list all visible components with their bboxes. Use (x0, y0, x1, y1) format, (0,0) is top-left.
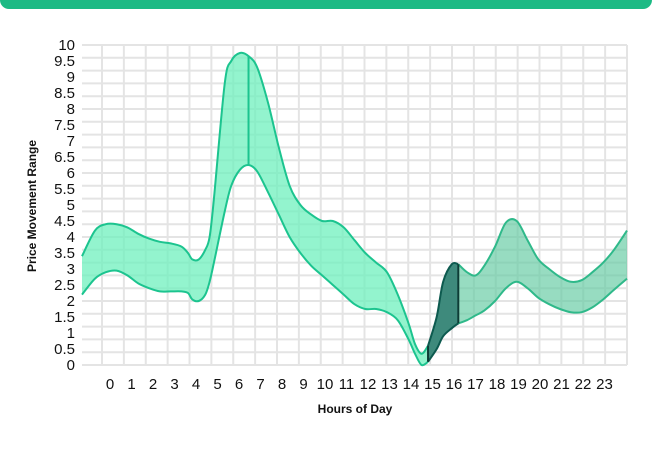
x-tick-label: 6 (235, 376, 243, 393)
range-low-line-0 (81, 163, 429, 367)
range-high-line-0 (81, 51, 429, 355)
x-tick-label: 12 (360, 376, 377, 393)
x-tick-label: 5 (213, 376, 221, 393)
y-tick-label: 3.5 (54, 245, 75, 262)
x-tick-label: 14 (403, 376, 420, 393)
range-areas (81, 51, 628, 367)
range-band-2 (458, 219, 627, 324)
x-tick-label: 1 (127, 376, 135, 393)
range-band-1 (428, 262, 459, 362)
y-tick-label: 0 (67, 357, 75, 374)
y-tick-label: 0.5 (54, 341, 75, 358)
x-tick-label: 19 (510, 376, 527, 393)
x-tick-label: 15 (424, 376, 441, 393)
x-axis-title: Hours of Day (318, 402, 393, 416)
x-tick-label: 22 (575, 376, 592, 393)
y-tick-label: 1 (67, 325, 75, 342)
y-tick-label: 8 (67, 101, 75, 118)
y-tick-label: 1.5 (54, 309, 75, 326)
x-tick-label: 18 (489, 376, 506, 393)
x-tick-label: 4 (192, 376, 200, 393)
y-tick-label: 8.5 (54, 85, 75, 102)
chart-grid (82, 44, 628, 366)
y-tick-label: 4.5 (54, 213, 75, 230)
y-tick-label: 5.5 (54, 181, 75, 198)
x-axis-ticks: 0 1 2 3 4 5 6 7 8 9 10 11 12 13 14 15 16 17 18 19 20 21 22 23 (106, 376, 613, 393)
range-band-0 (82, 52, 429, 366)
y-tick-label: 6 (67, 165, 75, 182)
y-tick-label: 9 (67, 69, 75, 86)
x-tick-label: 8 (278, 376, 286, 393)
y-tick-label: 2 (67, 293, 75, 310)
x-tick-label: 3 (170, 376, 178, 393)
y-tick-label: 2.5 (54, 277, 75, 294)
x-tick-label: 2 (149, 376, 157, 393)
x-tick-label: 16 (446, 376, 463, 393)
x-tick-label: 7 (256, 376, 264, 393)
y-tick-label: 6.5 (54, 149, 75, 166)
y-tick-label: 4 (67, 229, 75, 246)
y-axis-ticks: 00.511.522.533.544.555.566.577.588.599.5… (54, 37, 75, 374)
x-tick-label: 10 (317, 376, 334, 393)
x-tick-label: 0 (106, 376, 114, 393)
x-tick-label: 21 (553, 376, 570, 393)
x-tick-label: 20 (532, 376, 549, 393)
x-tick-label: 9 (299, 376, 307, 393)
y-tick-label: 7 (67, 133, 75, 150)
range-low-line-2 (457, 277, 628, 325)
y-tick-label: 9.5 (54, 53, 75, 70)
range-low-line-1 (427, 322, 459, 363)
x-tick-label: 17 (467, 376, 484, 393)
range-high-line-2 (457, 218, 628, 283)
x-tick-label: 11 (339, 376, 355, 393)
x-tick-label: 23 (596, 376, 613, 393)
y-axis-title: Price Movement Range (25, 140, 39, 272)
range-high-line-1 (427, 261, 459, 347)
y-tick-label: 10 (58, 37, 75, 54)
y-tick-label: 5 (67, 197, 75, 214)
top-accent-bar (0, 0, 652, 9)
x-tick-label: 13 (381, 376, 398, 393)
y-tick-label: 7.5 (54, 117, 75, 134)
y-tick-label: 3 (67, 261, 75, 278)
